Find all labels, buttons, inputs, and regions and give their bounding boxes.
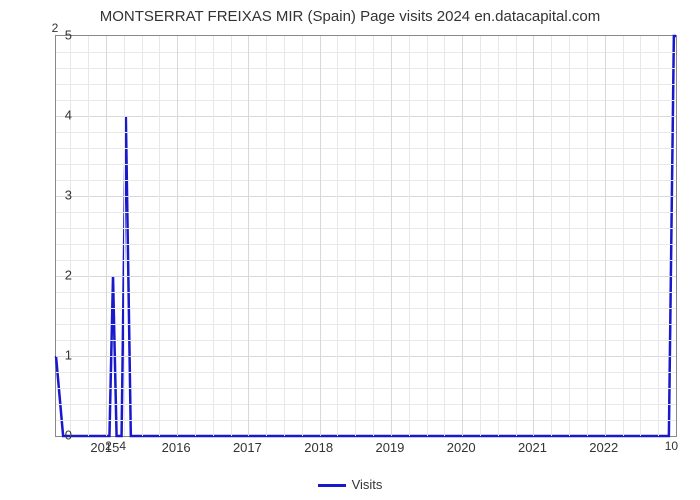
legend-label: Visits	[352, 477, 383, 492]
chart-title: MONTSERRAT FREIXAS MIR (Spain) Page visi…	[0, 0, 700, 25]
x-tick-label: 2017	[233, 440, 262, 455]
y-tick-label: 2	[52, 268, 72, 283]
y-tick-label: 0	[52, 428, 72, 443]
x-tick-label: 2018	[304, 440, 333, 455]
x-tick-label: 2021	[518, 440, 547, 455]
chart-container: MONTSERRAT FREIXAS MIR (Spain) Page visi…	[0, 0, 700, 500]
y-tick-label: 3	[52, 188, 72, 203]
x-tick-label: 2020	[447, 440, 476, 455]
plot-area	[55, 35, 677, 437]
data-point-label: 10	[665, 439, 678, 453]
legend-swatch	[318, 484, 346, 487]
x-tick-label: 2022	[589, 440, 618, 455]
y-tick-label: 4	[52, 108, 72, 123]
data-point-label: 2	[105, 439, 112, 453]
line-chart-svg	[56, 36, 676, 436]
data-point-label: 4	[119, 439, 126, 453]
data-point-label: 2	[52, 21, 59, 35]
y-tick-label: 1	[52, 348, 72, 363]
x-tick-label: 2016	[162, 440, 191, 455]
x-tick-label: 2019	[375, 440, 404, 455]
legend: Visits	[0, 477, 700, 492]
